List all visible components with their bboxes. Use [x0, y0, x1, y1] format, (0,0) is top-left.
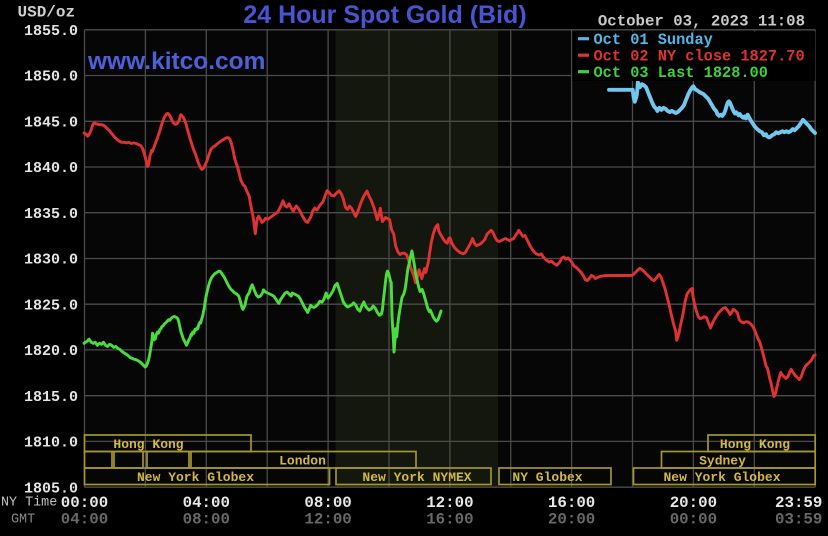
svg-text:London: London [279, 453, 326, 468]
svg-text:00:00: 00:00 [61, 494, 108, 512]
svg-text:1840.0: 1840.0 [24, 160, 78, 177]
svg-text:16:00: 16:00 [548, 494, 595, 512]
svg-text:12:00: 12:00 [426, 494, 473, 512]
svg-text:12:00: 12:00 [304, 511, 351, 529]
svg-text:Hong Kong: Hong Kong [720, 437, 790, 452]
svg-text:20:00: 20:00 [670, 494, 717, 512]
svg-text:08:00: 08:00 [183, 511, 230, 529]
svg-text:1835.0: 1835.0 [24, 206, 78, 223]
svg-text:October 03, 2023 11:08: October 03, 2023 11:08 [598, 13, 805, 31]
svg-text:New York Globex: New York Globex [137, 470, 254, 485]
svg-text:Oct 02 NY close 1827.70: Oct 02 NY close 1827.70 [594, 48, 805, 66]
svg-text:1815.0: 1815.0 [24, 389, 78, 406]
svg-text:24 Hour Spot Gold (Bid): 24 Hour Spot Gold (Bid) [243, 1, 526, 29]
svg-text:1830.0: 1830.0 [24, 252, 78, 269]
svg-text:1805.0: 1805.0 [24, 480, 78, 497]
svg-text:New York Globex: New York Globex [663, 470, 780, 485]
svg-text:NY Time: NY Time [1, 496, 57, 511]
svg-text:1845.0: 1845.0 [24, 115, 78, 132]
svg-text:1810.0: 1810.0 [24, 435, 78, 452]
svg-text:Oct 01 Sunday: Oct 01 Sunday [594, 31, 713, 49]
svg-text:1825.0: 1825.0 [24, 297, 78, 314]
svg-text:www.kitco.com: www.kitco.com [87, 48, 265, 75]
svg-text:04:00: 04:00 [183, 494, 230, 512]
svg-text:GMT: GMT [11, 513, 35, 528]
svg-text:00:00: 00:00 [670, 511, 717, 529]
svg-text:04:00: 04:00 [61, 511, 108, 529]
svg-text:16:00: 16:00 [426, 511, 473, 529]
svg-text:1855.0: 1855.0 [24, 23, 78, 40]
svg-text:03:59: 03:59 [775, 511, 822, 529]
svg-text:Hong Kong: Hong Kong [113, 437, 183, 452]
svg-text:23:59: 23:59 [775, 494, 822, 512]
svg-text:New York NYMEX: New York NYMEX [362, 470, 471, 485]
svg-text:1820.0: 1820.0 [24, 343, 78, 360]
svg-text:08:00: 08:00 [304, 494, 351, 512]
svg-text:20:00: 20:00 [548, 511, 595, 529]
svg-text:1850.0: 1850.0 [24, 69, 78, 86]
svg-text:Oct 03 Last 1828.00: Oct 03 Last 1828.00 [594, 64, 768, 82]
svg-text:USD/oz: USD/oz [18, 4, 76, 22]
svg-text:NY Globex: NY Globex [512, 470, 582, 485]
svg-text:Sydney: Sydney [699, 453, 746, 468]
